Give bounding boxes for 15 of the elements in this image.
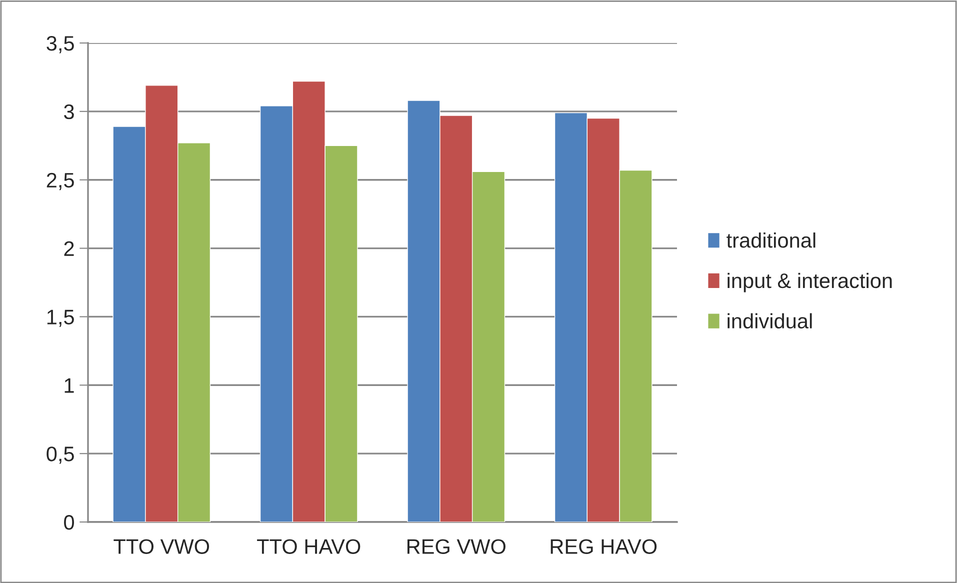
y-tick-label: 3 xyxy=(64,104,74,120)
legend-label: input & interaction xyxy=(728,272,892,292)
y-tick-label: 1 xyxy=(64,378,74,393)
x-tick-label: REG VWO xyxy=(407,539,506,554)
x-tick-label: REG HAVO xyxy=(550,539,657,554)
y-tick-label: 2 xyxy=(64,241,74,256)
x-tick-label: TTO VWO xyxy=(114,539,210,554)
y-tick-label: 0,5 xyxy=(46,446,74,464)
legend-label: traditional xyxy=(726,232,816,248)
y-tick-label: 2,5 xyxy=(46,172,74,190)
x-tick-label: TTO HAVO xyxy=(257,539,360,554)
legend-label: individual xyxy=(728,313,812,329)
y-tick-label: 3,5 xyxy=(46,36,74,54)
y-tick-label: 1,5 xyxy=(47,310,74,327)
y-tick-label: 0 xyxy=(64,515,74,530)
